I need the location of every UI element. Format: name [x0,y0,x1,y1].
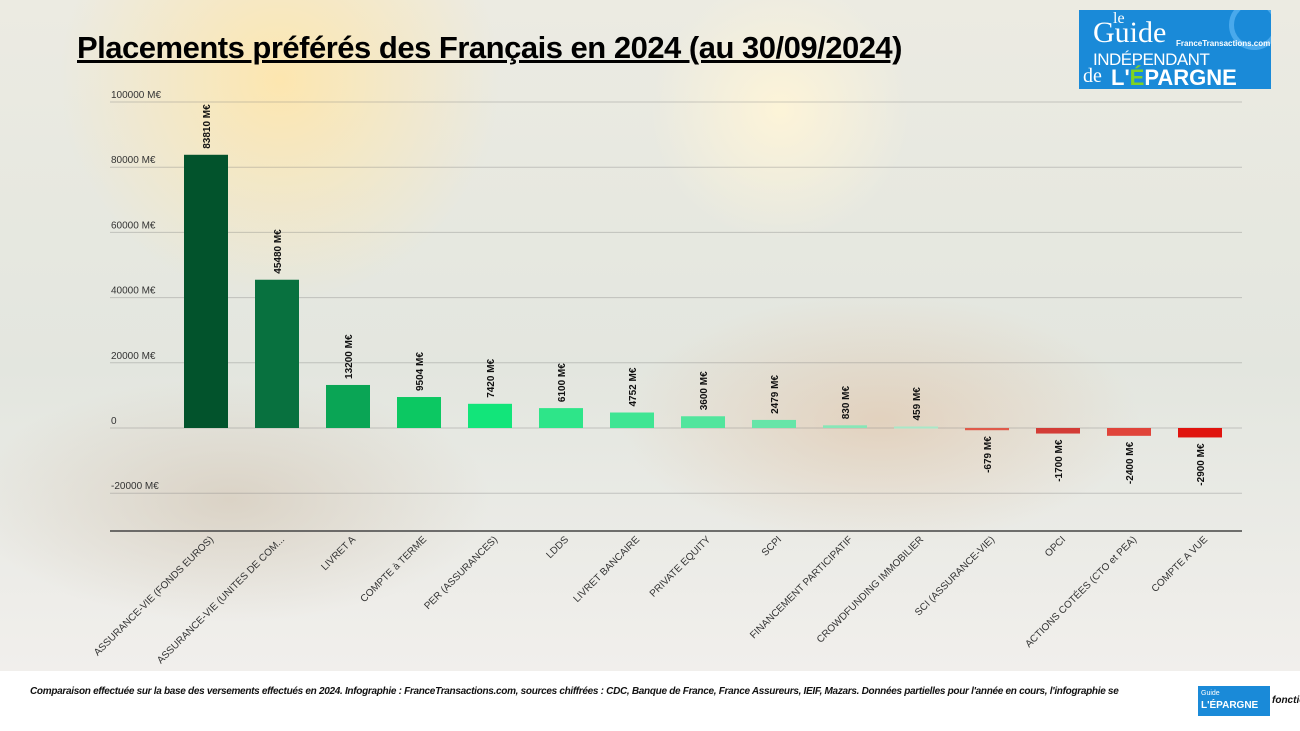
logo-text: Guide [1093,16,1167,49]
data-label: 45480 M€ [273,229,284,274]
x-tick-label: PRIVATE EQUITY [648,534,714,600]
bar [823,425,867,428]
footnote-tail: fonctio [1272,695,1300,706]
footer: Comparaison effectuée sur la base des ve… [0,671,1300,731]
bar [965,428,1009,431]
bar [255,279,299,428]
data-label: 2479 M€ [770,375,781,414]
bar [539,408,583,428]
y-tick-label: 100000 M€ [111,90,161,101]
logo-text: L'ÉPARGNE [1111,65,1237,89]
bar [468,403,512,428]
y-tick-label: 0 [111,416,117,427]
data-label: 830 M€ [841,386,852,420]
data-label: 4752 M€ [628,367,639,406]
bar [610,412,654,428]
bar-chart: 100000 M€ 80000 M€ 60000 M€ 40000 M€ 20000 M… [92,90,1242,666]
bar [1178,428,1222,438]
footnote: Comparaison effectuée sur la base des ve… [30,686,1119,697]
data-label: -679 M€ [983,436,994,473]
bar [1107,428,1151,436]
guide-epargne-logo-small: Guide L'ÉPARGNE [1198,686,1270,716]
x-tick-label: COMPTE à TERME [359,534,430,605]
x-tick-label: LDDS [544,534,571,561]
data-label: -2900 M€ [1196,443,1207,486]
guide-epargne-logo: le Guide INDÉPENDANT FranceTransactions.… [1079,10,1271,89]
x-tick-label: PER (ASSURANCES) [422,534,500,612]
logo-text: le [1113,10,1125,27]
data-label: 7420 M€ [486,358,497,397]
x-tick-label: ACTIONS COTÉES (CTO et PEA) [1022,533,1139,650]
y-tick-label: 40000 M€ [111,286,156,297]
bar [894,426,938,429]
data-label: 6100 M€ [557,363,568,402]
x-tick-label: SCI (ASSURANCE-VIE) [913,534,997,618]
y-tick-label: 20000 M€ [111,351,156,362]
x-tick-label: ASSURANCE-VIE (FONDS EUROS) [92,534,216,658]
bar [1036,428,1080,434]
bar [752,419,796,428]
bar [326,384,370,428]
data-label: 83810 M€ [202,104,213,149]
bar [681,416,725,428]
logo-ring-icon [1229,10,1271,50]
x-tick-label: LIVRET BANCAIRE [572,534,643,605]
x-tick-label: LIVRET A [319,534,358,573]
data-label: 13200 M€ [344,334,355,379]
x-tick-label: OPCI [1043,534,1068,559]
y-tick-label: 80000 M€ [111,155,156,166]
bar [184,154,228,428]
data-label: 3600 M€ [699,371,710,410]
bar [397,397,441,428]
data-label: -2400 M€ [1125,441,1136,484]
data-label: 9504 M€ [415,352,426,391]
logo-text: INDÉPENDANT [1093,50,1210,69]
x-tick-label: SCPI [760,534,784,558]
y-tick-label: -20000 M€ [111,481,159,492]
chart-title: Placements préférés des Français en 2024… [77,30,903,65]
y-tick-label: 60000 M€ [111,220,156,231]
x-tick-label: ASSURANCE-VIE (UNITES DE COM... [155,534,287,666]
x-tick-label: COMPTE A VUE [1150,534,1211,595]
data-label: 459 M€ [912,387,923,421]
logo-site-text: FranceTransactions.com [1176,39,1271,48]
data-label: -1700 M€ [1054,439,1065,482]
logo-text: de [1083,65,1102,87]
